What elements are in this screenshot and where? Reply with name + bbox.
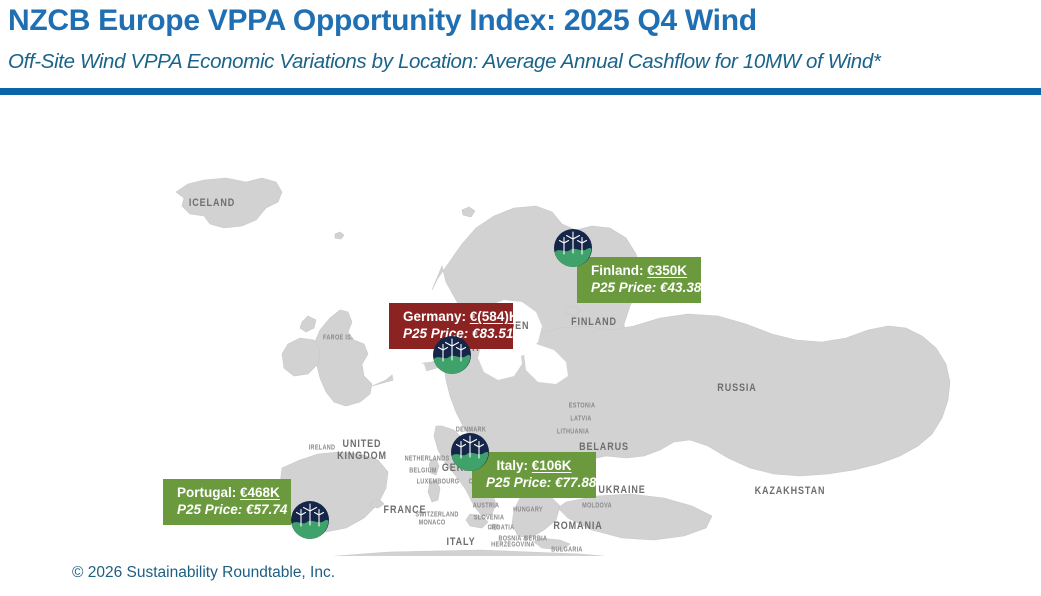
country-label-moldova: MOLDOVA xyxy=(582,502,612,510)
country-label-kazakhstan: KAZAKHSTAN xyxy=(754,483,826,497)
country-label-iceland: ICELAND xyxy=(188,195,236,209)
callout-portugal[interactable]: Portugal: €468K P25 Price: €57.74 xyxy=(163,479,291,525)
europe-map: ICELAND NORWAY SWEDEN FINLAND RUSSIA BEL… xyxy=(0,96,1041,556)
country-label-switzerland: SWITZERLAND xyxy=(415,511,459,519)
wind-turbine-marker-finland[interactable] xyxy=(553,228,593,268)
country-label-netherlands: NETHERLANDS xyxy=(404,455,450,463)
copyright-text: © 2026 Sustainability Roundtable, Inc. xyxy=(72,564,336,581)
country-label-lithuania: LITHUANIA xyxy=(556,428,590,436)
country-label-serbia: SERBIA xyxy=(524,535,548,543)
page-title: NZCB Europe VPPA Opportunity Index: 2025… xyxy=(8,4,757,37)
country-label-romania: ROMANIA xyxy=(553,518,603,532)
country-label-herzegovina: HERZEGOVINA xyxy=(491,541,535,549)
header-divider xyxy=(0,88,1041,95)
country-label-austria: AUSTRIA xyxy=(472,502,500,510)
callout-portugal-line2: P25 Price: €57.74 xyxy=(177,502,288,517)
page-footer: © 2026 Sustainability Roundtable, Inc. xyxy=(0,556,1041,596)
callout-finland[interactable]: Finland: €350K P25 Price: €43.38 xyxy=(577,257,701,303)
wind-turbine-marker-portugal[interactable] xyxy=(290,500,330,540)
wind-turbine-marker-italy[interactable] xyxy=(450,432,490,472)
callout-portugal-line1: Portugal: €468K xyxy=(177,485,280,500)
country-label-russia: RUSSIA xyxy=(717,380,757,394)
country-label-croatia: CROATIA xyxy=(487,524,515,532)
callout-italy-line2: P25 Price: €77.88 xyxy=(486,475,597,490)
country-label-denmark: DENMARK xyxy=(455,426,487,434)
country-label-latvia: LATVIA xyxy=(570,415,592,423)
country-label-ukraine: UKRAINE xyxy=(598,482,646,496)
country-label-slovenia: SLOVENIA xyxy=(473,514,505,522)
country-label-france: FRANCE xyxy=(383,502,427,516)
page-subtitle: Off-Site Wind VPPA Economic Variations b… xyxy=(8,50,881,73)
callout-italy-line1: Italy: €106K xyxy=(496,458,572,473)
callout-finland-line2: P25 Price: €43.38 xyxy=(591,280,702,295)
country-label-monaco: MONACO xyxy=(418,519,446,527)
country-label-estonia: ESTONIA xyxy=(568,402,596,410)
country-label-ireland: IRELAND xyxy=(308,444,336,452)
country-label-belarus: BELARUS xyxy=(579,439,629,453)
country-label-bosnia: BOSNIA & xyxy=(498,535,528,543)
country-label-faroe-islands: FAROE IS. xyxy=(323,334,353,342)
country-label-italy: ITALY xyxy=(446,534,476,548)
callout-germany-line2: P25 Price: €83.51 xyxy=(403,326,514,341)
callout-italy[interactable]: Italy: €106K P25 Price: €77.88 xyxy=(472,452,596,498)
callout-finland-line1: Finland: €350K xyxy=(591,263,688,278)
callout-germany-line1: Germany: €(584)K xyxy=(403,309,519,324)
country-label-kingdom: KINGDOM xyxy=(337,448,387,462)
page-header: NZCB Europe VPPA Opportunity Index: 2025… xyxy=(0,0,1041,96)
country-label-bulgaria: BULGARIA xyxy=(551,546,583,554)
callout-germany[interactable]: Germany: €(584)K P25 Price: €83.51 xyxy=(389,303,519,349)
country-label-finland: FINLAND xyxy=(571,314,617,328)
country-label-hungary: HUNGARY xyxy=(513,506,543,514)
wind-turbine-marker-germany[interactable] xyxy=(432,335,472,375)
country-label-belgium: BELGIUM xyxy=(409,467,437,475)
country-label-united: UNITED xyxy=(342,436,382,450)
country-label-luxembourg: LUXEMBOURG xyxy=(416,478,460,486)
